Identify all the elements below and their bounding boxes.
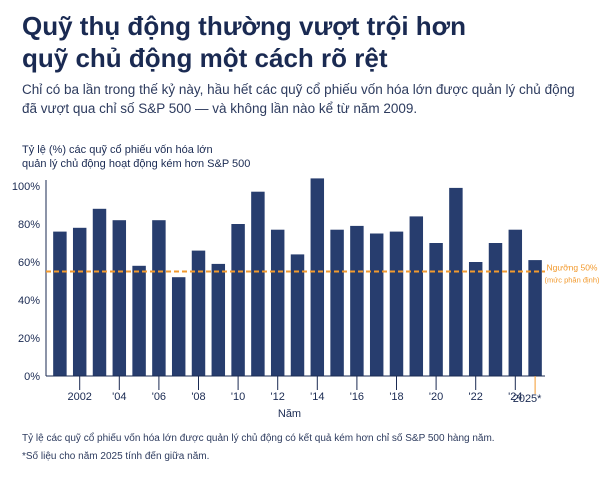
bar-2003 (92, 208, 107, 376)
x-axis-title: Năm (278, 408, 301, 420)
bar-2017 (369, 233, 384, 376)
chart-subtitle: Chỉ có ba lần trong thế kỷ này, hầu hết … (22, 80, 582, 118)
x-tick-label: '16 (350, 391, 364, 403)
y-tick-label: 80% (18, 219, 40, 231)
x-tick-label: '06 (152, 391, 166, 403)
y-axis-title-line2: quản lý chủ động hoạt động kém hơn S&P 5… (22, 158, 251, 170)
bar-2022 (468, 262, 483, 376)
bar-2002 (72, 227, 87, 376)
footnote-description: Tỷ lệ các quỹ cổ phiếu vốn hóa lớn được … (22, 433, 495, 444)
x-tick-label: '10 (231, 391, 245, 403)
bar-2009 (211, 263, 226, 376)
bar-2006 (152, 220, 166, 376)
bar-2011 (251, 191, 265, 376)
x-tick-label: '20 (429, 391, 443, 403)
bar-2018 (389, 231, 404, 376)
bar-2007 (171, 277, 186, 376)
bar-2014 (310, 178, 325, 376)
bar-2015 (330, 229, 344, 376)
y-tick-label: 60% (18, 257, 40, 269)
bar-2005 (132, 265, 146, 376)
chart-title: Quỹ thụ động thường vượt trội hơn quỹ ch… (22, 10, 582, 74)
bar-2010 (231, 224, 245, 376)
threshold-sublabel: (mức phân định) (544, 276, 600, 285)
bar-2025 (528, 260, 542, 376)
x-tick-label: 2002 (67, 391, 91, 403)
y-tick-label: 0% (24, 371, 40, 383)
bar-2013 (290, 254, 305, 376)
y-tick-label: 40% (18, 295, 40, 307)
chart-subtitle-line2: đã vượt qua chỉ số S&P 500 — và không lầ… (22, 101, 418, 116)
x-tick-label: '14 (310, 391, 324, 403)
bar-2019 (409, 216, 424, 376)
y-axis-title-line1: Tỷ lệ (%) các quỹ cổ phiếu vốn hóa lớn (22, 144, 213, 156)
y-axis-title: Tỷ lệ (%) các quỹ cổ phiếu vốn hóa lớn q… (22, 143, 282, 171)
x-tick-label: '18 (389, 391, 403, 403)
threshold-label: Ngưỡng 50% (547, 263, 598, 273)
x-tick-label: '22 (469, 391, 483, 403)
x-tick-label: '12 (271, 391, 285, 403)
y-tick-label: 20% (18, 333, 40, 345)
bar-2004 (112, 220, 127, 376)
chart-subtitle-line1: Chỉ có ba lần trong thế kỷ này, hầu hết … (22, 82, 575, 97)
bar-2021 (449, 187, 463, 376)
x-tick-label: '04 (112, 391, 126, 403)
x-tick-label: '24 (508, 391, 522, 403)
chart-title-line1: Quỹ thụ động thường vượt trội hơn (22, 11, 467, 41)
y-tick-label: 100% (12, 181, 40, 193)
x-tick-label: 2025* (513, 393, 542, 405)
bar-2024 (508, 229, 523, 376)
bar-2023 (488, 243, 503, 376)
footnote-2025: *Số liệu cho năm 2025 tính đến giữa năm. (22, 451, 210, 462)
bar-2012 (270, 229, 285, 376)
bar-2008 (191, 250, 206, 376)
bar-2016 (350, 225, 364, 376)
bar-2020 (429, 243, 443, 376)
x-tick-label: '08 (191, 391, 205, 403)
chart-title-line2: quỹ chủ động một cách rõ rệt (22, 43, 388, 73)
bar-2001 (53, 231, 67, 376)
